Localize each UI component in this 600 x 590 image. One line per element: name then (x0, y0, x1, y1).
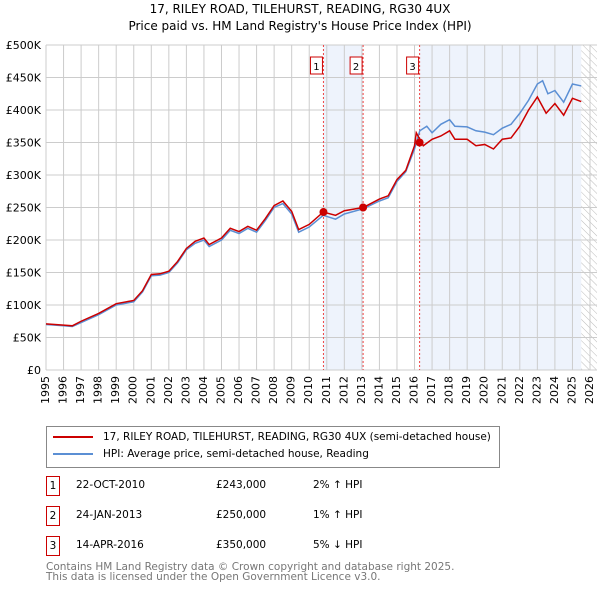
x-tick-label: 2011 (320, 376, 333, 404)
transaction-label-box (349, 56, 363, 75)
x-tick-label: 1995 (39, 376, 52, 404)
x-tick-label: 2001 (144, 376, 157, 404)
chart-subtitle: Price paid vs. HM Land Registry's House … (128, 19, 472, 33)
x-tick-label: 2010 (302, 376, 315, 404)
legend-item-hpi: HPI: Average price, semi-detached house,… (53, 448, 369, 460)
x-tick-label: 2016 (408, 376, 421, 404)
x-tick-label: 2018 (443, 376, 456, 404)
y-tick-label: £450K (6, 72, 42, 85)
chart-title: 17, RILEY ROAD, TILEHURST, READING, RG30… (149, 2, 451, 16)
x-tick-label: 2006 (232, 376, 245, 404)
x-tick-label: 2003 (179, 376, 192, 404)
x-tick-label: 2014 (372, 376, 385, 404)
transaction-hpi: 1% ↑ HPI (313, 509, 363, 521)
footer-copyright: Contains HM Land Registry data © Crown c… (46, 561, 455, 573)
x-tick-label: 2008 (267, 376, 280, 404)
transaction-row: 1 22-OCT-2010 £243,000 2% ↑ HPI (46, 476, 546, 496)
legend-swatch-blue (53, 453, 93, 455)
x-tick-label: 2025 (565, 376, 578, 404)
x-tick-label: 2023 (530, 376, 543, 404)
x-tick-label: 1999 (109, 376, 122, 404)
x-tick-label: 2021 (495, 376, 508, 404)
y-tick-label: £150K (6, 267, 42, 280)
x-tick-label: 1998 (92, 376, 105, 404)
x-tick-label: 2024 (548, 376, 561, 404)
chart: 1995 1996 1997 1998 1999 2000 2001 2002 2003 2004… (6, 39, 597, 404)
legend-label: 17, RILEY ROAD, TILEHURST, READING, RG30… (103, 431, 491, 443)
y-tick-label: £250K (6, 202, 42, 215)
transaction-point (319, 208, 328, 217)
transaction-date: 14-APR-2016 (76, 539, 144, 551)
y-tick-label: £50K (13, 332, 42, 345)
y-tick-label: £0 (27, 364, 41, 377)
transaction-date: 24-JAN-2013 (76, 509, 143, 521)
x-tick-label: 2019 (460, 376, 473, 404)
x-tick-label: 2004 (197, 376, 210, 404)
x-tick-label: 2020 (478, 376, 491, 404)
x-tick-label: 2013 (355, 376, 368, 404)
y-tick-label: £300K (6, 169, 42, 182)
x-tick-label: 2002 (162, 376, 175, 404)
transaction-number: 3 (46, 536, 60, 556)
transaction-label: 2 (353, 62, 359, 73)
transaction-label-box (406, 56, 420, 75)
y-tick-label: £350K (6, 137, 42, 150)
x-tick-label: 2005 (214, 376, 227, 404)
x-tick-label: 2017 (425, 376, 438, 404)
series-line-hpi (45, 79, 582, 328)
transaction-date: 22-OCT-2010 (76, 479, 145, 491)
series-line-property (45, 95, 582, 327)
transaction-price: £350,000 (216, 539, 267, 551)
x-tick-label: 2015 (390, 376, 403, 404)
transaction-row: 2 24-JAN-2013 £250,000 1% ↑ HPI (46, 506, 546, 526)
legend-item-property: 17, RILEY ROAD, TILEHURST, READING, RG30… (53, 431, 491, 443)
y-tick-label: £400K (6, 104, 42, 117)
x-tick-label: 1996 (57, 376, 70, 404)
legend-swatch-red (53, 436, 93, 438)
transaction-label-box (309, 56, 323, 75)
transaction-number: 2 (46, 506, 60, 526)
x-tick-label: 2026 (583, 376, 596, 404)
x-tick-label: 2012 (337, 376, 350, 404)
legend-label: HPI: Average price, semi-detached house,… (103, 448, 369, 460)
x-tick-label: 1997 (74, 376, 87, 404)
transaction-price: £243,000 (216, 479, 267, 491)
x-tick-label: 2022 (513, 376, 526, 404)
x-tick-label: 2007 (250, 376, 263, 404)
transaction-point (415, 138, 424, 147)
y-tick-label: £200K (6, 234, 42, 247)
legend: 17, RILEY ROAD, TILEHURST, READING, RG30… (46, 426, 500, 468)
transaction-label: 3 (409, 62, 415, 73)
transaction-price: £250,000 (216, 509, 267, 521)
transaction-hpi: 5% ↓ HPI (313, 539, 363, 551)
transaction-number: 1 (46, 476, 60, 496)
transaction-label: 1 (313, 62, 319, 73)
y-tick-label: £500K (6, 39, 42, 52)
transaction-point (359, 203, 368, 212)
footer-licence: This data is licensed under the Open Gov… (46, 571, 381, 583)
transaction-hpi: 2% ↑ HPI (313, 479, 363, 491)
x-tick-label: 2009 (285, 376, 298, 404)
x-tick-label: 2000 (127, 376, 140, 404)
y-tick-label: £100K (6, 299, 42, 312)
transaction-row: 3 14-APR-2016 £350,000 5% ↓ HPI (46, 536, 546, 556)
